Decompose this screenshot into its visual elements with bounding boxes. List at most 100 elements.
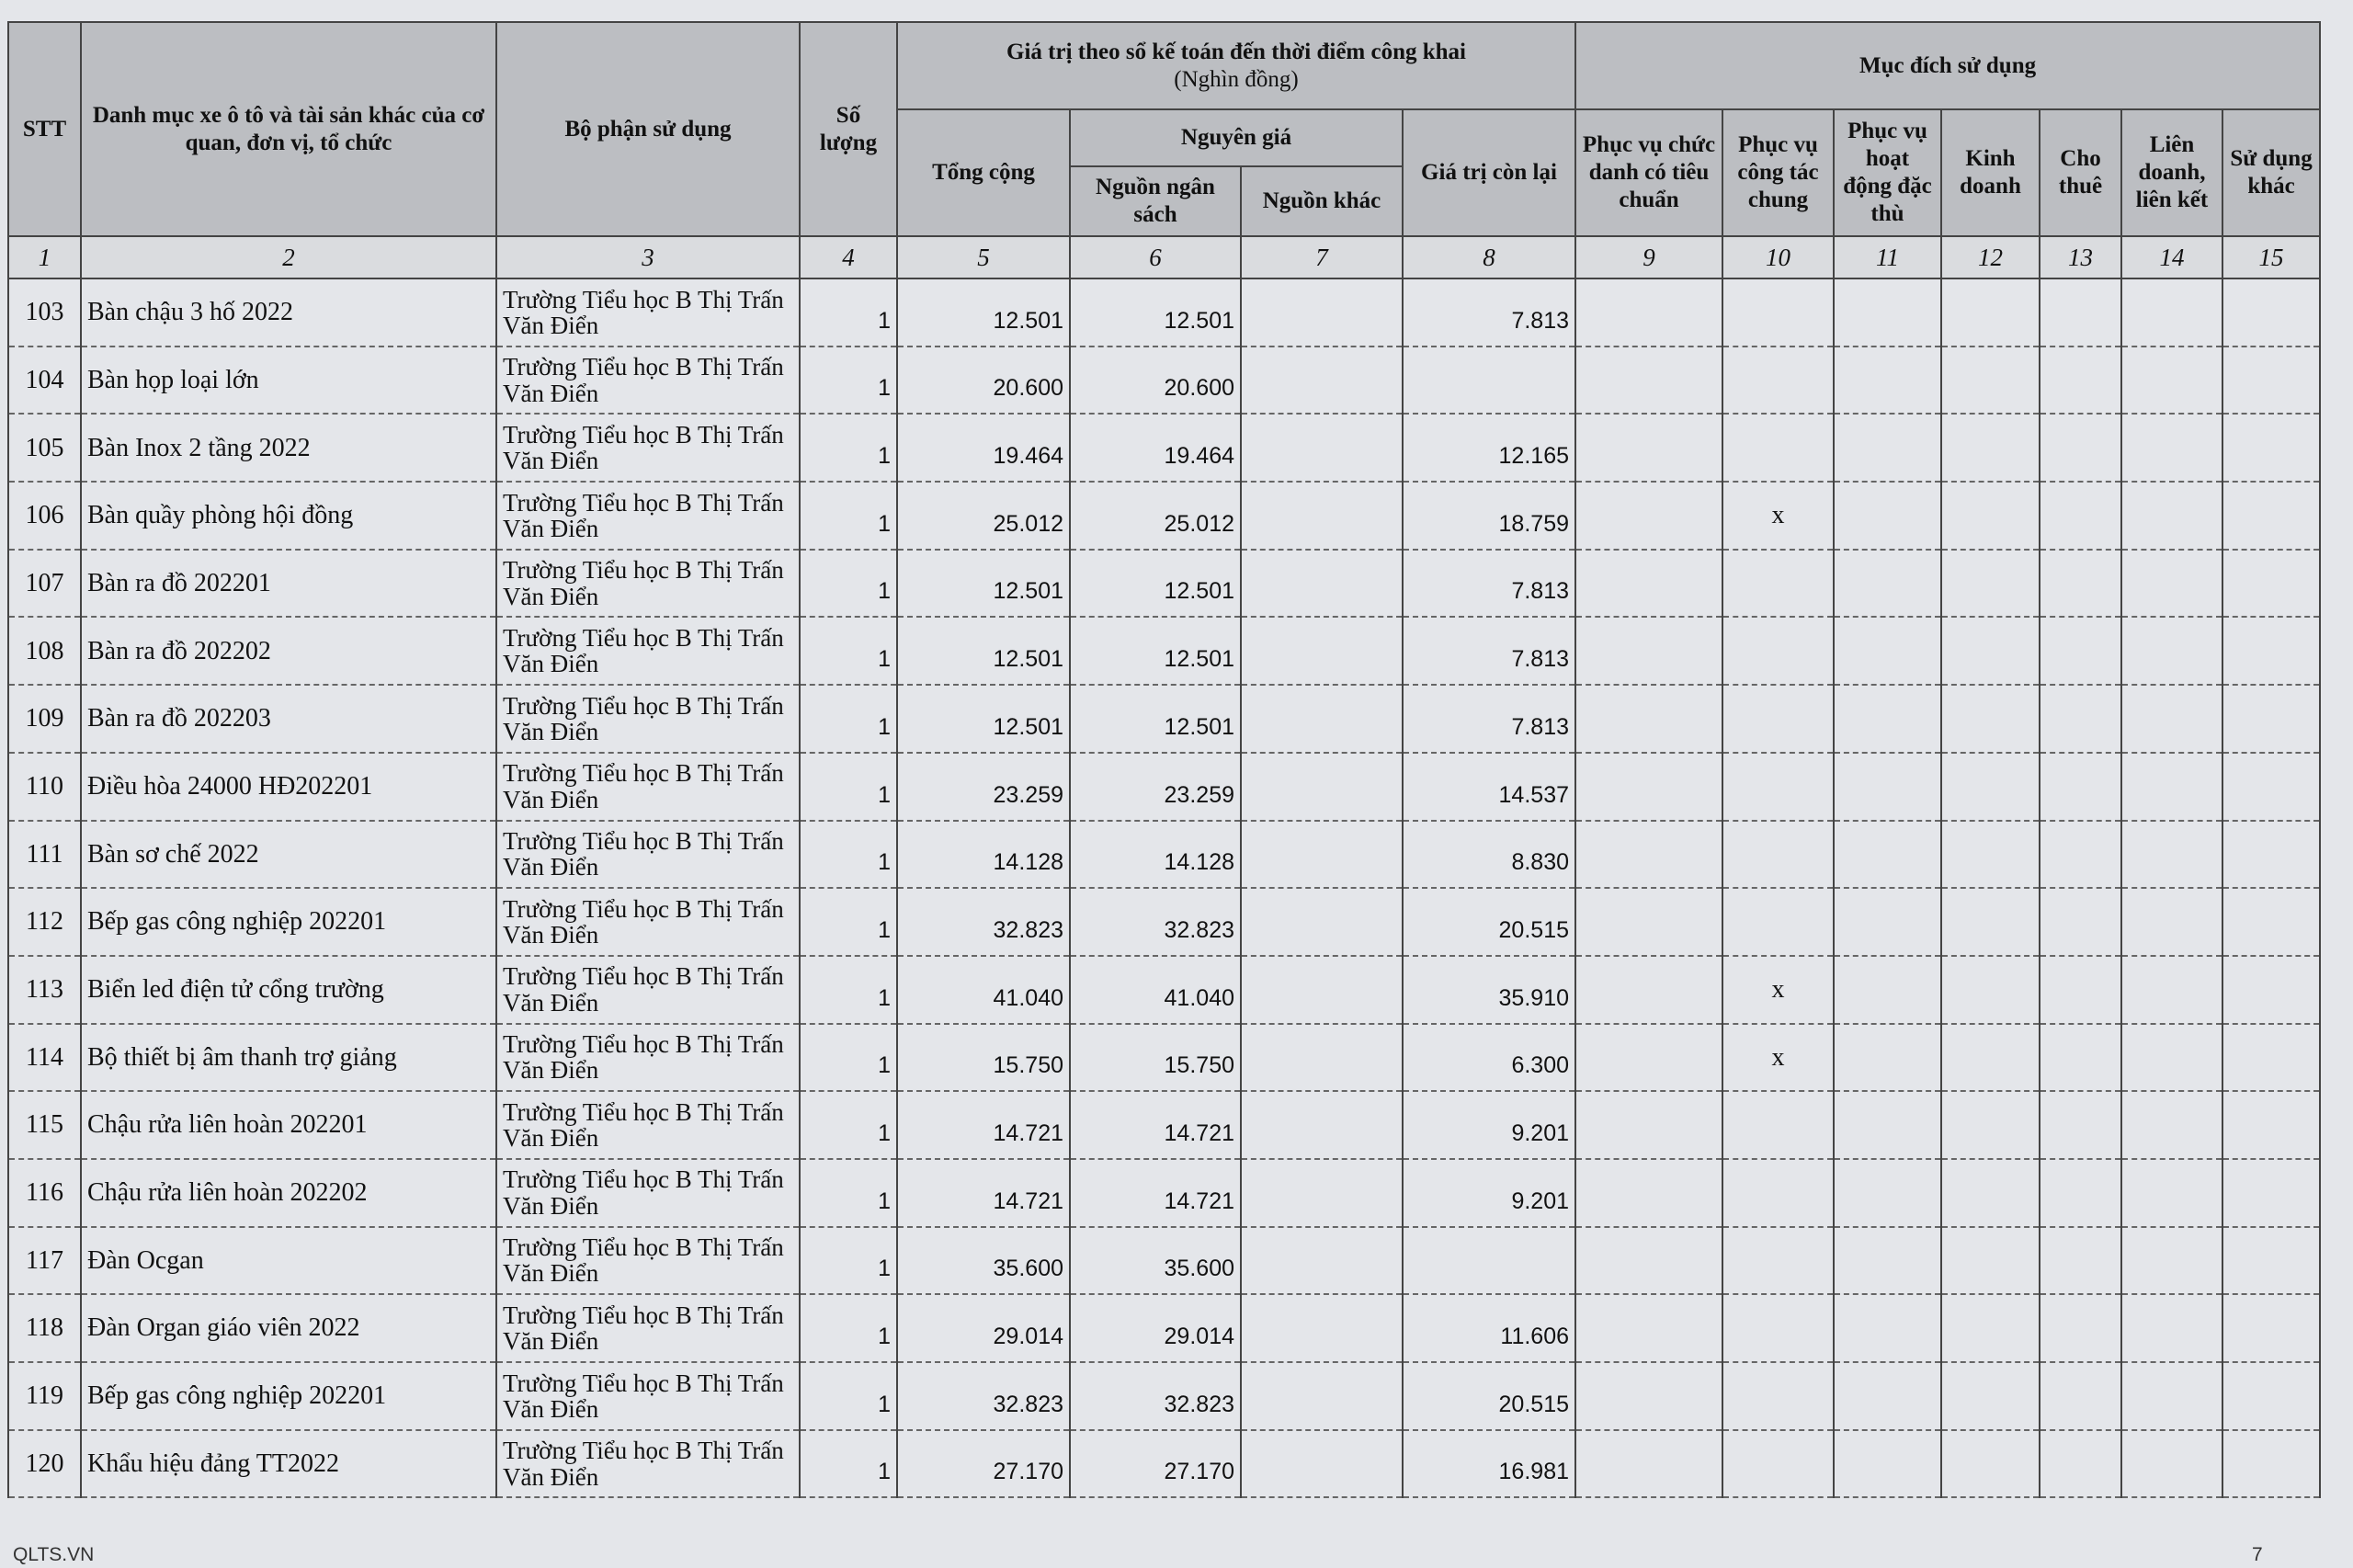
cell: Trường Tiểu học B Thị Trấn Văn Điển	[495, 751, 801, 822]
cell	[1240, 278, 1404, 347]
cell	[2039, 616, 2122, 687]
table-row: 119 Bếp gas công nghiệp 202201 Trường Tiểu…	[7, 1361, 2322, 1431]
cell: 112	[7, 887, 82, 957]
cell: 27.170	[1069, 1428, 1242, 1499]
cell	[1574, 1225, 1723, 1296]
cell: 14.537	[1402, 751, 1576, 822]
cell: 1	[799, 1361, 898, 1431]
cell: 1	[799, 1022, 898, 1093]
cell	[1940, 1293, 2040, 1363]
cell	[1940, 413, 2040, 483]
cell	[2120, 616, 2223, 687]
cell	[1574, 1157, 1723, 1228]
cell: 16.981	[1402, 1428, 1576, 1499]
cell	[1574, 819, 1723, 890]
cell: 20.600	[1069, 345, 1242, 415]
cell	[2039, 751, 2122, 822]
cell: 107	[7, 548, 82, 619]
cell	[1240, 819, 1404, 890]
cell: 117	[7, 1225, 82, 1296]
cell: 12.501	[1069, 684, 1242, 754]
cell: 1	[799, 413, 898, 483]
column-number: 7	[1240, 235, 1404, 279]
cell: 14.128	[896, 819, 1071, 890]
cell	[2039, 481, 2122, 551]
cell: 111	[7, 819, 82, 890]
cell: 1	[799, 278, 898, 347]
cell: Trường Tiểu học B Thị Trấn Văn Điển	[495, 548, 801, 619]
cell: 1	[799, 1428, 898, 1499]
cell	[1833, 954, 1942, 1025]
cell	[2221, 616, 2322, 687]
header-cell: Phục vụ chức danh có tiêu chuẩn	[1574, 108, 1723, 237]
cell	[1833, 819, 1942, 890]
cell	[1240, 616, 1404, 687]
cell: Bàn sơ chế 2022	[80, 819, 497, 890]
cell	[1240, 751, 1404, 822]
cell: 20.600	[896, 345, 1071, 415]
cell: 104	[7, 345, 82, 415]
cell: Bàn Inox 2 tầng 2022	[80, 413, 497, 483]
cell	[2039, 684, 2122, 754]
cell: 14.721	[896, 1090, 1071, 1160]
cell: 110	[7, 751, 82, 822]
cell	[2221, 278, 2322, 347]
cell: 6.300	[1402, 1022, 1576, 1093]
cell: x	[1722, 1022, 1835, 1093]
cell: 12.501	[896, 684, 1071, 754]
cell	[2221, 1022, 2322, 1093]
header-cell: Phục vụ hoạt động đặc thù	[1833, 108, 1942, 237]
cell	[1574, 278, 1723, 347]
cell: 1	[799, 954, 898, 1025]
cell: 15.750	[896, 1022, 1071, 1093]
header-group: Mục đích sử dụng	[1574, 21, 2322, 110]
cell: 23.259	[1069, 751, 1242, 822]
table-row: 106 Bàn quầy phòng hội đồng Trường Tiểu họ…	[7, 481, 2322, 551]
cell	[1402, 345, 1576, 415]
cell: 35.600	[896, 1225, 1071, 1296]
cell	[1722, 887, 1835, 957]
cell: 41.040	[1069, 954, 1242, 1025]
cell: 109	[7, 684, 82, 754]
cell	[1940, 1022, 2040, 1093]
cell: 103	[7, 278, 82, 347]
cell	[1940, 1361, 2040, 1431]
cell	[2120, 1428, 2223, 1499]
cell	[1722, 819, 1835, 890]
header-cell: Nguồn ngân sách	[1069, 165, 1242, 237]
cell: Trường Tiểu học B Thị Trấn Văn Điển	[495, 345, 801, 415]
cell: 1	[799, 481, 898, 551]
header-cell: Cho thuê	[2039, 108, 2122, 237]
cell: Bàn chậu 3 hố 2022	[80, 278, 497, 347]
cell	[1574, 1090, 1723, 1160]
cell: 105	[7, 413, 82, 483]
cell	[1722, 1293, 1835, 1363]
cell	[1722, 684, 1835, 754]
cell	[2120, 954, 2223, 1025]
table-row: 104 Bàn họp loại lớn Trường Tiểu học B Thị…	[7, 345, 2322, 415]
cell	[2221, 887, 2322, 957]
cell	[2039, 1022, 2122, 1093]
cell: 20.515	[1402, 887, 1576, 957]
cell: Bàn quầy phòng hội đồng	[80, 481, 497, 551]
cell: 14.721	[1069, 1090, 1242, 1160]
cell	[1722, 1090, 1835, 1160]
header-group: Giá trị theo sổ kế toán đến thời điểm cô…	[896, 21, 1576, 110]
cell: 12.501	[896, 548, 1071, 619]
column-number: 14	[2120, 235, 2223, 279]
header-cell: Tổng cộng	[896, 108, 1071, 237]
cell	[2120, 887, 2223, 957]
table-row: 105 Bàn Inox 2 tầng 2022 Trường Tiểu học B…	[7, 413, 2322, 483]
cell	[2221, 1090, 2322, 1160]
column-number: 8	[1402, 235, 1576, 279]
cell: 1	[799, 819, 898, 890]
cell	[2221, 819, 2322, 890]
cell	[1940, 345, 2040, 415]
cell	[1940, 887, 2040, 957]
header-cell: Nguyên giá	[1069, 108, 1404, 167]
cell	[1833, 1225, 1942, 1296]
cell	[2120, 548, 2223, 619]
cell	[1574, 751, 1723, 822]
cell	[1940, 1225, 2040, 1296]
cell: Đàn Organ giáo viên 2022	[80, 1293, 497, 1363]
